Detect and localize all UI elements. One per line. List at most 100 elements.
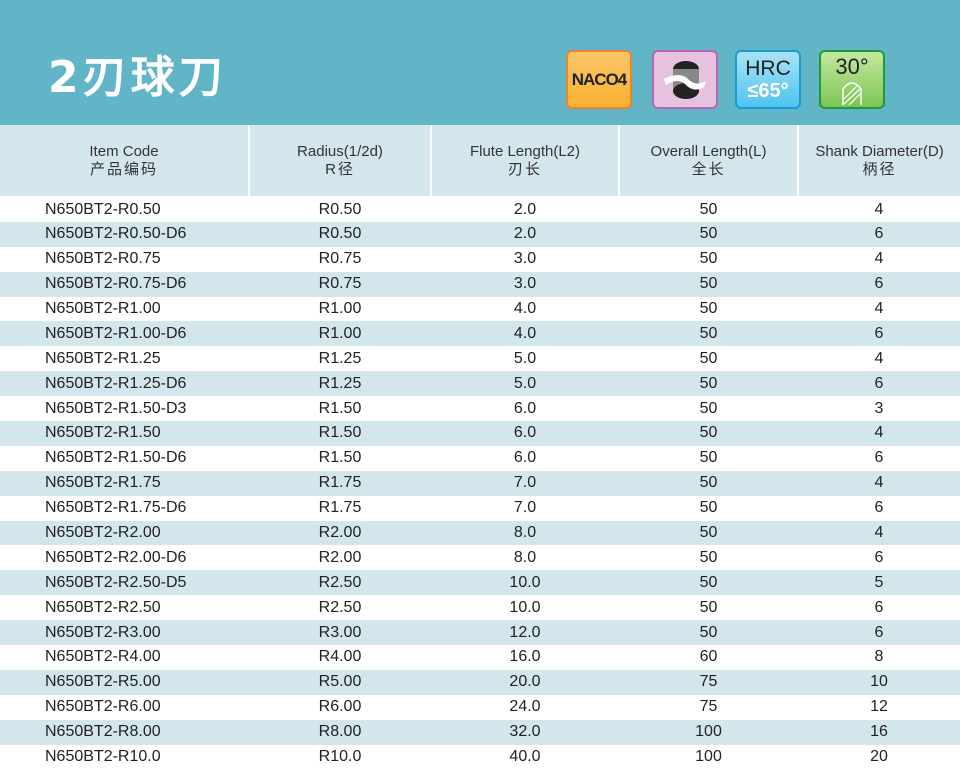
cell-radius: R2.00 [318,548,362,566]
column-header-overall-length: Overall Length(L) 全长 [618,125,798,198]
table-row: N650BT2-R1.50-D6 R1.50 6.0 50 6 [0,446,960,471]
table-row: N650BT2-R1.25-D6 R1.25 5.0 50 6 [0,371,960,397]
cell-flute-length: 2.0 [513,200,537,218]
cell-shank-diameter: 4 [798,421,960,446]
cell-shank-diameter: 20 [870,748,888,766]
cell-radius: R1.00 [318,300,362,317]
cell-overall-length: 50 [619,620,798,646]
cell-flute-length: 5.0 [513,349,537,367]
table-row: N650BT2-R1.50-D3 R1.50 6.0 50 3 [0,396,960,421]
cell-flute-length: 6.0 [431,421,619,446]
cell-overall-length: 100 [695,748,722,766]
table-row: N650BT2-R10.0 R10.0 40.0 100 20 [0,745,960,770]
coating-badge: NACO4 [566,50,632,109]
cell-item-code: N650BT2-R1.00-D6 [0,321,249,347]
cell-radius: R10.0 [318,748,362,766]
cell-shank-diameter: 6 [798,221,960,247]
header-cn: 产品编码 [89,160,158,178]
product-table: Item Code 产品编码 Radius(1/2d) R径 Flute Length(… [0,125,960,769]
table-row: N650BT2-R1.50 R1.50 6.0 50 4 [0,421,960,446]
table-row: N650BT2-R2.00-D6 R2.00 8.0 50 6 [0,545,960,570]
cell-flute-length: 10.0 [509,598,541,616]
header-en: Shank Diameter(D) [815,142,944,160]
table-row: N650BT2-R5.00 R5.00 20.0 75 10 [0,669,960,695]
cell-flute-length: 20.0 [431,669,619,695]
cell-radius: R1.50 [318,449,362,467]
table-row: N650BT2-R0.75 R0.75 3.0 50 4 [0,247,960,272]
cell-flute-length: 6.0 [513,449,537,467]
table-row: N650BT2-R3.00 R3.00 12.0 50 6 [0,620,960,646]
cell-radius: R1.50 [318,399,362,417]
ball-end-icon [652,50,718,109]
cell-flute-length: 24.0 [509,698,541,716]
cell-flute-length: 2.0 [431,221,619,247]
cell-shank-diameter: 12 [870,698,888,716]
cell-radius: R5.00 [249,669,431,695]
helix-angle-badge: 30° [819,50,885,109]
table-row: N650BT2-R1.00 R1.00 4.0 50 4 [0,297,960,322]
cell-flute-length: 4.0 [513,300,537,317]
cell-radius: R1.50 [249,421,431,446]
cell-item-code: N650BT2-R2.50 [45,598,161,616]
cell-overall-length: 50 [699,449,718,467]
cell-shank-diameter: 6 [874,598,884,616]
cell-overall-length: 50 [619,520,798,546]
cell-overall-length: 50 [619,271,798,297]
cell-item-code: N650BT2-R3.00 [0,620,249,646]
cell-overall-length: 50 [619,371,798,397]
cell-radius: R0.75 [249,271,431,297]
cell-flute-length: 40.0 [509,748,541,766]
cell-flute-length: 3.0 [431,271,619,297]
cell-flute-length: 3.0 [513,250,537,268]
header-cn: 全长 [691,160,726,178]
cell-item-code: N650BT2-R0.50-D6 [0,221,249,247]
cell-item-code: N650BT2-R6.00 [45,698,161,716]
cell-flute-length: 6.0 [513,399,537,417]
column-header-flute-length: Flute Length(L2) 刃长 [430,125,619,198]
cell-overall-length: 50 [619,570,798,596]
table-row: N650BT2-R6.00 R6.00 24.0 75 12 [0,695,960,720]
cell-shank-diameter: 5 [798,570,960,596]
cell-item-code: N650BT2-R0.75-D6 [0,271,249,297]
cell-item-code: N650BT2-R1.25-D6 [0,371,249,397]
helix-tool-icon [842,81,862,105]
table-row: N650BT2-R2.00 R2.00 8.0 50 4 [0,520,960,546]
table-row: N650BT2-R2.50-D5 R2.50 10.0 50 5 [0,570,960,596]
cell-item-code: N650BT2-R0.75 [45,250,161,268]
cell-item-code: N650BT2-R2.50-D5 [0,570,249,596]
coating-label: NACO4 [571,69,628,89]
cell-flute-length: 32.0 [431,719,619,745]
cell-item-code: N650BT2-R2.00-D6 [45,548,187,566]
cell-radius: R1.75 [318,499,362,517]
cell-item-code: N650BT2-R1.50-D6 [45,449,187,467]
column-header-shank-diameter: Shank Diameter(D) 柄径 [797,125,960,198]
cell-shank-diameter: 10 [798,669,960,695]
table-row: N650BT2-R0.50-D6 R0.50 2.0 50 6 [0,221,960,247]
cell-item-code: N650BT2-R2.00 [0,520,249,546]
helix-angle-value: 30° [835,53,869,79]
cell-flute-length: 7.0 [431,470,619,496]
table-row: N650BT2-R2.50 R2.50 10.0 50 6 [0,595,960,620]
header-cn: 刃长 [507,160,542,178]
header-cn: 柄径 [862,160,897,178]
cell-radius: R3.00 [249,620,431,646]
cell-shank-diameter: 4 [874,300,884,317]
hrc-value: ≤65° [747,79,789,102]
table-row: N650BT2-R1.75 R1.75 7.0 50 4 [0,470,960,496]
cell-overall-length: 50 [699,250,718,268]
cell-radius: R1.75 [249,470,431,496]
cell-item-code: N650BT2-R1.50 [0,421,249,446]
cell-item-code: N650BT2-R1.50-D3 [45,399,187,417]
table-row: N650BT2-R8.00 R8.00 32.0 100 16 [0,719,960,745]
cell-item-code: N650BT2-R1.00 [45,300,161,317]
cell-overall-length: 50 [699,200,718,218]
cell-shank-diameter: 6 [874,449,884,467]
cell-radius: R2.00 [249,520,431,546]
cell-item-code: N650BT2-R1.75-D6 [45,499,187,517]
cell-shank-diameter: 4 [874,200,884,218]
cell-item-code: N650BT2-R1.75 [0,470,249,496]
cell-shank-diameter: 6 [798,271,960,297]
cell-overall-length: 50 [699,300,718,317]
cell-overall-length: 50 [699,349,718,367]
cell-radius: R1.25 [249,371,431,397]
